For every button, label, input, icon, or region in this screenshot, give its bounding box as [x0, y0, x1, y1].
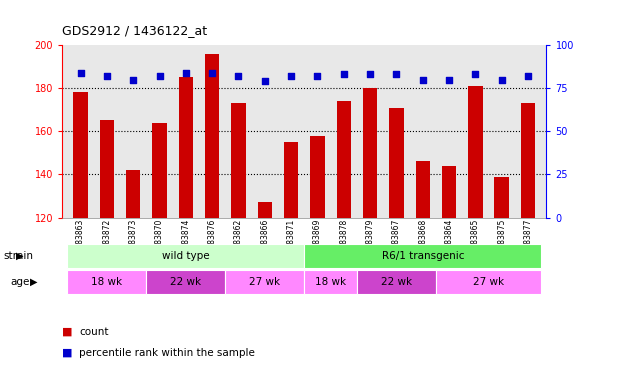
- Text: wild type: wild type: [162, 251, 210, 261]
- Bar: [147, 270, 225, 294]
- Text: 18 wk: 18 wk: [91, 277, 122, 287]
- Bar: [521, 103, 535, 218]
- Text: 18 wk: 18 wk: [315, 277, 346, 287]
- Text: R6/1 transgenic: R6/1 transgenic: [381, 251, 464, 261]
- Point: [523, 73, 533, 79]
- Point: [444, 76, 454, 82]
- Bar: [468, 86, 483, 218]
- Point: [471, 71, 481, 77]
- Point: [418, 76, 428, 82]
- Text: 22 wk: 22 wk: [170, 277, 201, 287]
- Text: ▶: ▶: [30, 277, 37, 287]
- Bar: [73, 93, 88, 218]
- Bar: [442, 166, 456, 218]
- Bar: [363, 88, 378, 218]
- Bar: [357, 270, 436, 294]
- Bar: [126, 170, 140, 217]
- Bar: [99, 120, 114, 218]
- Bar: [415, 161, 430, 218]
- Text: ▶: ▶: [16, 251, 23, 261]
- Point: [260, 78, 270, 84]
- Bar: [310, 135, 325, 218]
- Bar: [337, 101, 351, 217]
- Text: count: count: [79, 327, 109, 337]
- Text: 27 wk: 27 wk: [473, 277, 504, 287]
- Point: [497, 76, 507, 82]
- Text: ■: ■: [62, 348, 73, 357]
- Point: [339, 71, 349, 77]
- Bar: [67, 244, 304, 268]
- Point: [102, 73, 112, 79]
- Bar: [152, 123, 167, 218]
- Text: 22 wk: 22 wk: [381, 277, 412, 287]
- Bar: [304, 270, 357, 294]
- Point: [76, 70, 86, 76]
- Bar: [284, 142, 298, 218]
- Point: [365, 71, 375, 77]
- Text: ■: ■: [62, 327, 73, 337]
- Bar: [494, 177, 509, 218]
- Bar: [67, 270, 147, 294]
- Point: [312, 73, 322, 79]
- Text: 27 wk: 27 wk: [249, 277, 280, 287]
- Bar: [225, 270, 304, 294]
- Text: GDS2912 / 1436122_at: GDS2912 / 1436122_at: [62, 24, 207, 38]
- Point: [391, 71, 401, 77]
- Point: [128, 76, 138, 82]
- Bar: [231, 103, 246, 218]
- Point: [207, 70, 217, 76]
- Text: strain: strain: [3, 251, 33, 261]
- Point: [181, 70, 191, 76]
- Bar: [436, 270, 542, 294]
- Point: [286, 73, 296, 79]
- Bar: [179, 77, 193, 218]
- Bar: [205, 54, 219, 217]
- Bar: [304, 244, 542, 268]
- Text: age: age: [10, 277, 29, 287]
- Bar: [258, 202, 272, 217]
- Text: percentile rank within the sample: percentile rank within the sample: [79, 348, 255, 357]
- Point: [233, 73, 243, 79]
- Point: [155, 73, 165, 79]
- Bar: [389, 108, 404, 218]
